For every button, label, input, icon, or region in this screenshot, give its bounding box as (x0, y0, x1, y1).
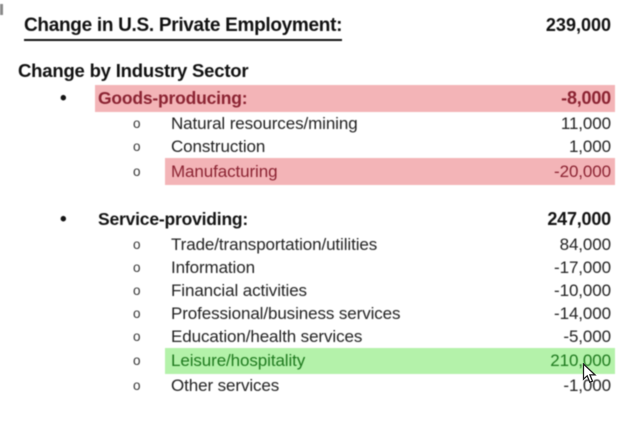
row-other-services: o Other services -1,000 (0, 374, 615, 397)
row-education-health-services: o Education/health services -5,000 (0, 325, 615, 348)
item-value: -14,000 (554, 303, 611, 323)
row-manufacturing: o Manufacturing -20,000 (0, 158, 615, 185)
title-row: Change in U.S. Private Employment: 239,0… (24, 15, 611, 41)
item-label: Construction (171, 136, 266, 156)
row-service-providing: • Service-providing: 247,000 (0, 206, 615, 233)
row-band: Construction 1,000 (165, 135, 615, 158)
item-value: -17,000 (554, 257, 611, 277)
item-label: Other services (171, 375, 280, 395)
industry-sector-list: • Goods-producing: -8,000 o Natural reso… (0, 85, 640, 397)
item-value: 84,000 (559, 234, 612, 254)
row-band: Financial activities -10,000 (165, 279, 615, 302)
item-value: -10,000 (554, 280, 611, 300)
row-professional-business-services: o Professional/business services -14,000 (0, 302, 615, 325)
total-employment-value: 239,000 (545, 15, 611, 35)
sector-value: 247,000 (547, 209, 611, 229)
circle-bullet-icon: o (133, 353, 141, 369)
row-band: Natural resources/mining 11,000 (165, 112, 615, 135)
highlight-band-red: Goods-producing: -8,000 (95, 85, 615, 112)
circle-bullet-icon: o (133, 163, 141, 179)
row-natural-resources-mining: o Natural resources/mining 11,000 (0, 112, 615, 135)
item-label: Manufacturing (171, 161, 278, 181)
sector-value: -8,000 (561, 88, 611, 108)
highlight-band-green: Leisure/hospitality 210,000 (165, 348, 615, 374)
page-edge-artifact (0, 4, 3, 15)
circle-bullet-icon: o (133, 236, 141, 252)
item-label: Financial activities (171, 280, 307, 300)
bullet-icon: • (60, 209, 67, 230)
bullet-icon: • (60, 88, 67, 109)
mouse-cursor-icon (582, 363, 597, 384)
circle-bullet-icon: o (133, 305, 141, 321)
item-label: Information (171, 257, 255, 277)
circle-bullet-icon: o (133, 282, 141, 298)
row-leisure-hospitality: o Leisure/hospitality 210,000 (0, 348, 615, 374)
row-band: Trade/transportation/utilities 84,000 (165, 233, 615, 256)
item-label: Trade/transportation/utilities (171, 234, 378, 254)
row-band: Education/health services -5,000 (165, 325, 615, 348)
item-label: Education/health services (171, 326, 363, 346)
item-value: 1,000 (568, 136, 611, 156)
item-value: -20,000 (554, 161, 611, 181)
row-band: Professional/business services -14,000 (165, 302, 615, 325)
highlight-band-red: Manufacturing -20,000 (165, 158, 615, 185)
row-construction: o Construction 1,000 (0, 135, 615, 158)
circle-bullet-icon: o (133, 115, 141, 131)
row-information: o Information -17,000 (0, 256, 615, 279)
row-trade-transportation-utilities: o Trade/transportation/utilities 84,000 (0, 233, 615, 256)
row-band: Service-providing: 247,000 (95, 206, 615, 233)
circle-bullet-icon: o (133, 377, 141, 393)
section-heading: Change by Industry Sector (18, 60, 249, 81)
row-financial-activities: o Financial activities -10,000 (0, 279, 615, 302)
item-value: 210,000 (550, 351, 611, 370)
circle-bullet-icon: o (133, 259, 141, 275)
item-label: Natural resources/mining (171, 113, 358, 133)
item-label: Professional/business services (171, 303, 401, 323)
item-value: -5,000 (563, 326, 611, 346)
circle-bullet-icon: o (133, 328, 141, 344)
circle-bullet-icon: o (133, 138, 141, 154)
sector-label: Service-providing: (98, 209, 249, 229)
item-value: 11,000 (560, 113, 611, 133)
page-title: Change in U.S. Private Employment: (24, 15, 342, 41)
sector-label: Goods-producing: (98, 88, 248, 108)
row-band: Other services -1,000 (165, 374, 615, 397)
row-goods-producing: • Goods-producing: -8,000 (0, 85, 615, 112)
row-band: Information -17,000 (165, 256, 615, 279)
item-value: -1,000 (563, 375, 611, 395)
item-label: Leisure/hospitality (171, 351, 306, 370)
